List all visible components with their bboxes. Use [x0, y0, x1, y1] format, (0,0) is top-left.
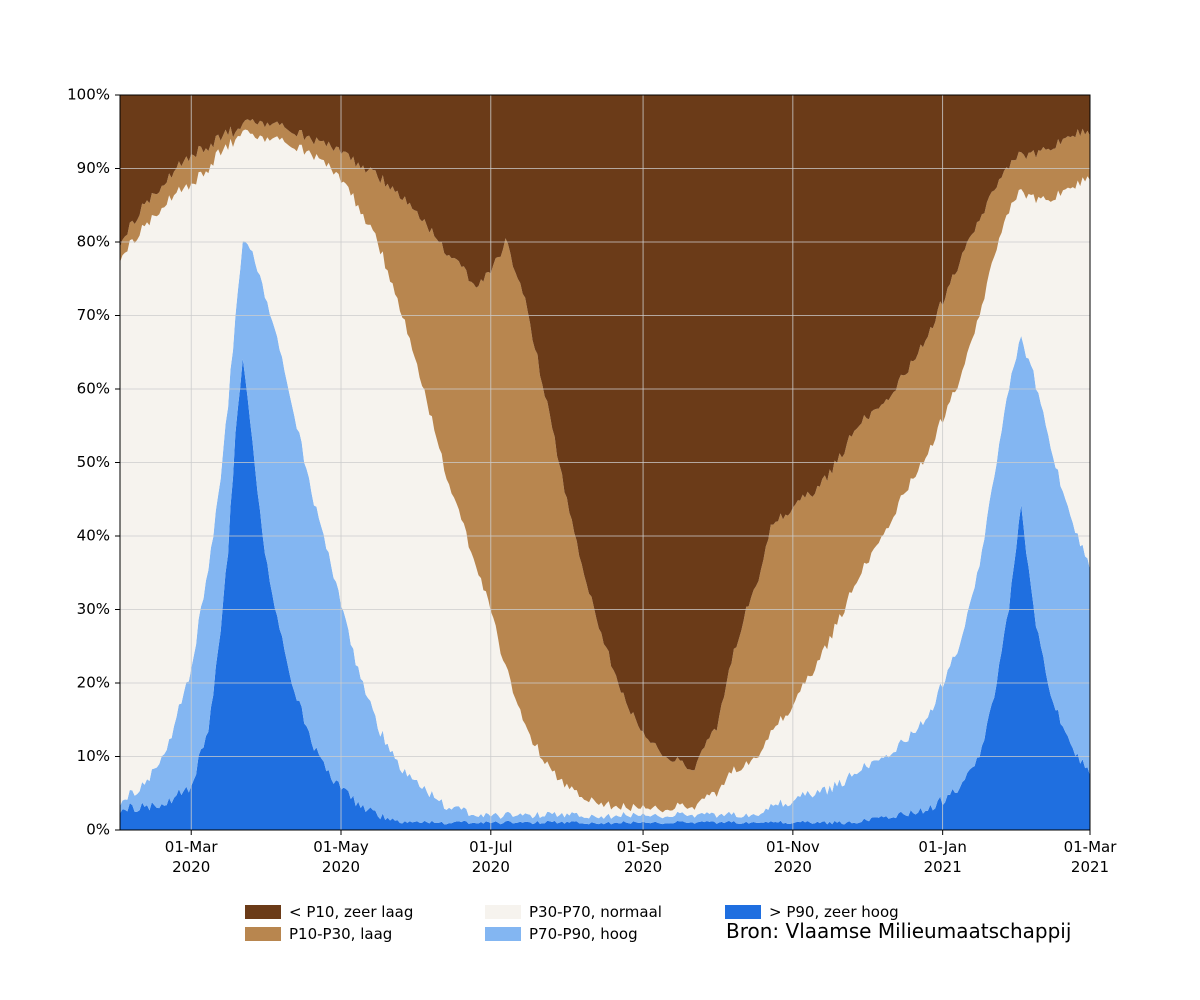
x-tick-year: 2020 [774, 858, 812, 876]
x-tick-year: 2020 [624, 858, 662, 876]
legend-swatch [485, 905, 521, 919]
legend-swatch [245, 927, 281, 941]
x-tick-date: 01-Mar [1064, 838, 1118, 856]
y-tick-label: 90% [77, 159, 110, 177]
y-tick-label: 30% [77, 600, 110, 618]
source-label: Bron: Vlaamse Milieumaatschappij [726, 919, 1071, 943]
y-tick-label: 100% [67, 86, 110, 104]
y-tick-label: 60% [77, 380, 110, 398]
y-tick-label: 10% [77, 747, 110, 765]
stacked-area-chart: 0% 10% 20% 30% 40% 50% 60% 70% 80% 90% 100% 01-Mar 2… [0, 0, 1200, 1000]
y-tick-label: 50% [77, 453, 110, 471]
legend-label: P30-P70, normaal [529, 903, 662, 921]
legend-label: P10-P30, laag [289, 925, 392, 943]
x-tick-date: 01-Mar [165, 838, 219, 856]
x-tick-year: 2020 [322, 858, 360, 876]
x-tick-year: 2021 [924, 858, 962, 876]
x-tick-date: 01-Sep [617, 838, 670, 856]
legend-label: P70-P90, hoog [529, 925, 638, 943]
x-tick-date: 01-Jan [918, 838, 966, 856]
legend-swatch [485, 927, 521, 941]
y-tick-label: 70% [77, 306, 110, 324]
x-tick-date: 01-May [313, 838, 369, 856]
y-tick-label: 20% [77, 674, 110, 692]
legend-label: < P10, zeer laag [289, 903, 413, 921]
y-tick-label: 40% [77, 527, 110, 545]
chart-svg: 0% 10% 20% 30% 40% 50% 60% 70% 80% 90% 100% 01-Mar 2… [0, 0, 1200, 1000]
x-tick-year: 2020 [172, 858, 210, 876]
legend-swatch [245, 905, 281, 919]
x-tick-date: 01-Nov [766, 838, 820, 856]
x-tick-year: 2021 [1071, 858, 1109, 876]
x-tick-date: 01-Jul [469, 838, 512, 856]
y-tick-label: 0% [86, 821, 110, 839]
x-tick-year: 2020 [472, 858, 510, 876]
y-tick-label: 80% [77, 233, 110, 251]
legend-swatch [725, 905, 761, 919]
